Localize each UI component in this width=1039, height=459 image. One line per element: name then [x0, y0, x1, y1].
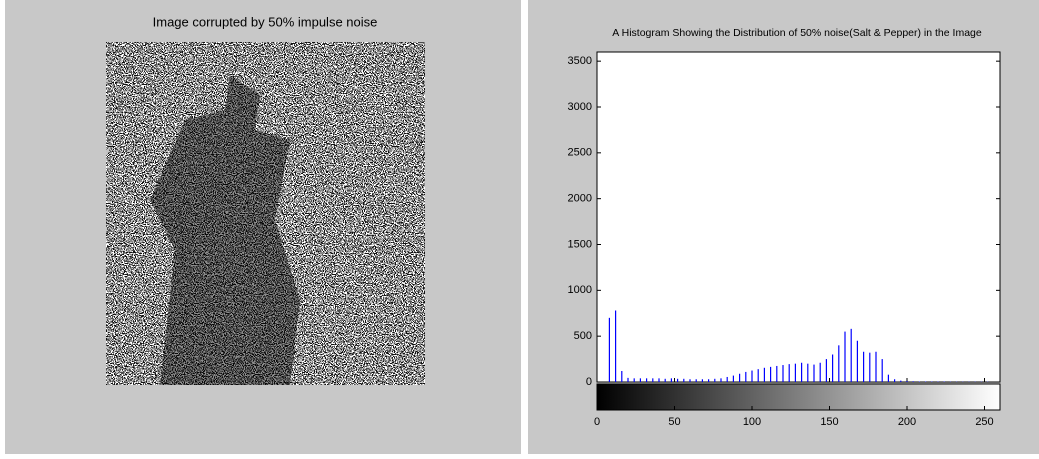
colorbar [596, 383, 1001, 411]
y-tick-label: 2000 [568, 193, 592, 205]
chart-title: A Histogram Showing the Distribution of … [612, 27, 982, 39]
x-tick-label: 200 [898, 416, 916, 428]
y-tick-label: 0 [586, 376, 592, 388]
x-tick-label: 0 [594, 416, 600, 428]
image-silhouette [150, 75, 300, 385]
y-tick-label: 2500 [568, 147, 592, 159]
y-tick-label: 3500 [568, 55, 592, 67]
x-tick-label: 250 [975, 416, 993, 428]
y-tick-label: 3000 [568, 101, 592, 113]
x-tick-label: 50 [668, 416, 680, 428]
x-tick-label: 150 [820, 416, 838, 428]
y-tick-label: 1000 [568, 284, 592, 296]
image-title: Image corrupted by 50% impulse noise [153, 14, 378, 29]
x-tick-label: 100 [743, 416, 761, 428]
plot-area [596, 51, 1001, 383]
image-noise [106, 42, 425, 385]
y-tick-label: 500 [574, 330, 592, 342]
noisy-image [106, 42, 425, 385]
y-tick-label: 1500 [568, 238, 592, 250]
